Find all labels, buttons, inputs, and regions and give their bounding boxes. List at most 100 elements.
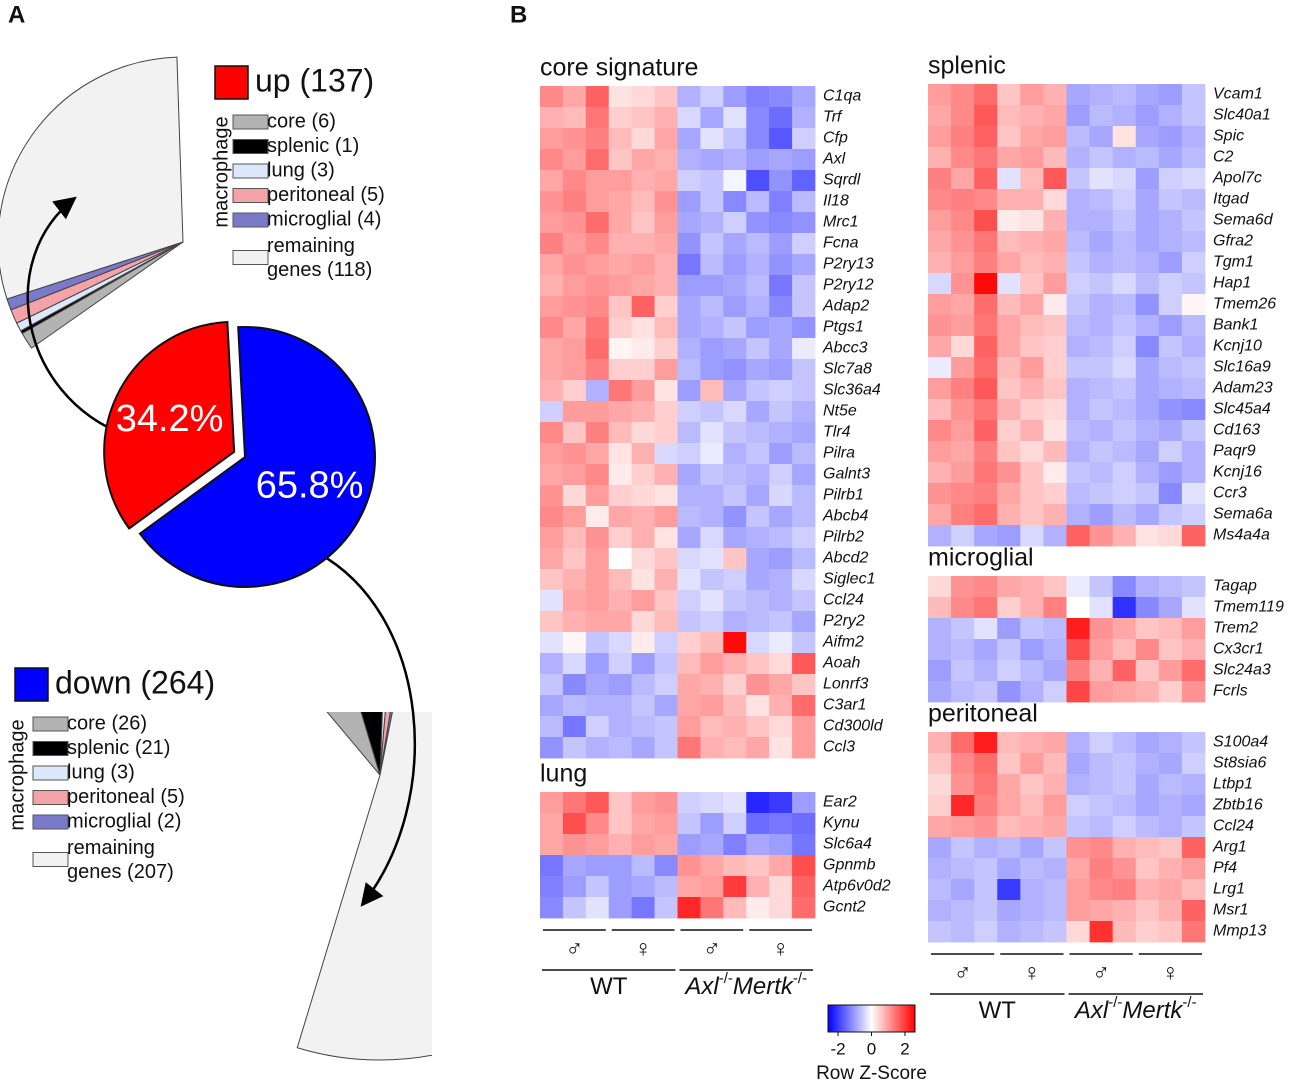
- heatmap-cell: [631, 611, 655, 633]
- heatmap-cell: [1089, 189, 1114, 211]
- heatmap-cell: [1043, 837, 1067, 859]
- heatmap-cell: [608, 170, 633, 192]
- row-label: Tlr4: [823, 424, 851, 441]
- heatmap-cell: [1020, 462, 1044, 484]
- heatmap-cell: [608, 149, 633, 171]
- heatmap-cell: [540, 653, 564, 675]
- heatmap-cell: [928, 858, 952, 880]
- heatmap-cell: [631, 834, 655, 856]
- heatmap-cell: [631, 569, 655, 591]
- heatmap-cell: [654, 506, 678, 528]
- heatmap-cell: [1089, 210, 1114, 232]
- heatmap-cell: [769, 317, 793, 339]
- heatmap-cell: [997, 639, 1021, 661]
- heatmap-cell: [585, 897, 610, 919]
- heatmap-cell: [974, 576, 998, 598]
- heatmap-cell: [677, 296, 701, 318]
- heatmap-cell: [1181, 597, 1206, 619]
- heatmap-cell: [562, 317, 587, 339]
- heatmap-cell: [951, 315, 975, 337]
- row-label: Slc16a9: [1213, 359, 1271, 376]
- heatmap-cell: [562, 464, 587, 486]
- heatmap-cell: [1135, 126, 1160, 148]
- heatmap-cell: [769, 254, 793, 276]
- heatmap-cell: [631, 422, 655, 444]
- row-label: Cd163: [1213, 422, 1260, 439]
- heatmap-cell: [700, 317, 724, 339]
- heatmap-cell: [700, 191, 724, 213]
- heatmap-cell: [1089, 681, 1114, 703]
- heatmap-cell: [1089, 420, 1114, 442]
- heatmap-cell: [769, 674, 793, 696]
- heatmap-cell: [700, 569, 724, 591]
- heatmap-cell: [562, 527, 587, 549]
- heatmap-cell: [769, 443, 793, 465]
- heatmap-cell: [562, 212, 587, 234]
- heatmap-cell: [631, 590, 655, 612]
- heatmap-cell: [723, 632, 747, 654]
- heatmap-cell: [769, 876, 793, 898]
- heatmap-cell: [1112, 618, 1137, 640]
- heatmap-cell: [1112, 921, 1137, 943]
- row-label: Tmem119: [1213, 599, 1284, 616]
- heatmap-cell: [1158, 315, 1183, 337]
- heatmap-cell: [540, 107, 564, 129]
- row-label: C2: [1213, 149, 1234, 166]
- heatmap-cell: [562, 653, 587, 675]
- heatmap-cell: [562, 813, 587, 835]
- heatmap-cell: [1089, 816, 1114, 838]
- heatmap-cell: [974, 837, 998, 859]
- heatmap-cell: [631, 653, 655, 675]
- heatmap-cell: [562, 359, 587, 381]
- panel-label: A: [8, 1, 25, 28]
- heatmap-cell: [1066, 774, 1090, 796]
- heatmap-cell: [1066, 231, 1090, 253]
- heatmap-cell: [562, 149, 587, 171]
- heatmap-cell: [654, 695, 678, 717]
- heatmap-title: lung: [540, 760, 587, 788]
- heatmap-cell: [1158, 597, 1183, 619]
- heatmap-cell: [585, 485, 610, 507]
- heatmap-cell: [1043, 231, 1067, 253]
- row-label: Slc45a4: [1213, 401, 1271, 418]
- heatmap-cell: [723, 569, 747, 591]
- heatmap-cell: [792, 380, 816, 402]
- heatmap-cell: [1089, 399, 1114, 421]
- heatmap-cell: [1043, 399, 1067, 421]
- heatmap-cell: [1089, 231, 1114, 253]
- heatmap-cell: [1066, 660, 1090, 682]
- heatmap-cell: [540, 191, 564, 213]
- heatmap-cell: [540, 674, 564, 696]
- heatmap-cell: [951, 921, 975, 943]
- heatmap-cell: [540, 813, 564, 835]
- heatmap-cell: [1043, 900, 1067, 922]
- row-label: Adap2: [822, 298, 869, 315]
- heatmap-cell: [746, 359, 770, 381]
- heatmap-cell: [723, 611, 747, 633]
- heatmap-cell: [1135, 816, 1160, 838]
- legend-label: core (6): [267, 110, 336, 132]
- heatmap-cell: [1066, 921, 1090, 943]
- heatmap-cell: [746, 813, 770, 835]
- heatmap-cell: [585, 317, 610, 339]
- row-label: Arg1: [1212, 839, 1247, 856]
- heatmap-cell: [540, 506, 564, 528]
- heatmap-cell: [540, 443, 564, 465]
- heatmap-cell: [585, 590, 610, 612]
- row-label: Kynu: [823, 815, 860, 832]
- heatmap-cell: [997, 231, 1021, 253]
- heatmap-cell: [974, 336, 998, 358]
- heatmap-cell: [700, 254, 724, 276]
- heatmap-cell: [723, 107, 747, 129]
- heatmap-cell: [1112, 462, 1137, 484]
- heatmap-cell: [540, 548, 564, 570]
- heatmap-cell: [1135, 732, 1160, 754]
- heatmap-cell: [746, 149, 770, 171]
- heatmap-cell: [997, 900, 1021, 922]
- heatmap-cell: [746, 422, 770, 444]
- heatmap-cell: [1043, 639, 1067, 661]
- heatmap-cell: [723, 212, 747, 234]
- heatmap-cell: [951, 252, 975, 274]
- heatmap-cell: [700, 695, 724, 717]
- heatmap-cell: [540, 792, 564, 814]
